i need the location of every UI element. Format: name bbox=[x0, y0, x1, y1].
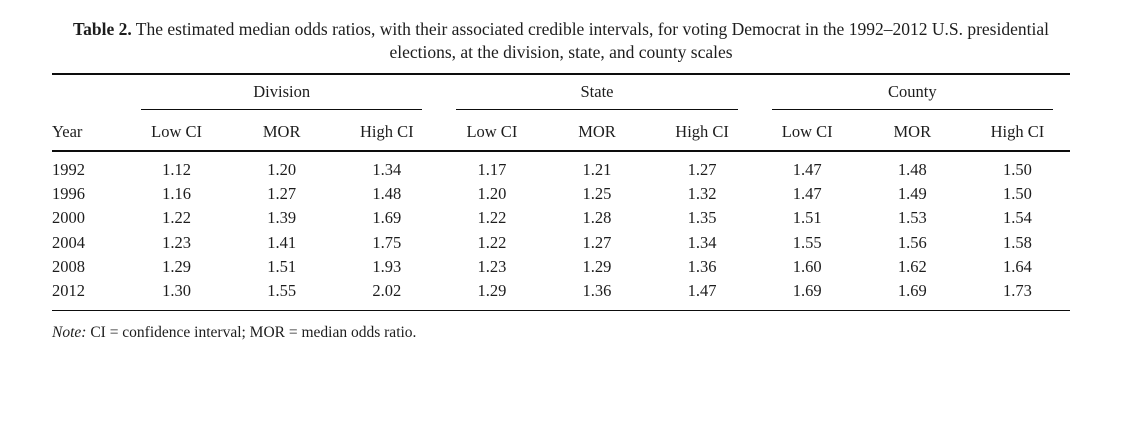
cell: 1.60 bbox=[792, 256, 822, 276]
cell: 1.50 bbox=[1003, 160, 1032, 180]
col-header-division-low-ci: Low CI bbox=[124, 111, 230, 153]
cell: 1.55 bbox=[267, 280, 297, 300]
cell: 1.50 bbox=[1003, 184, 1032, 204]
col-header-division-mor: MOR bbox=[229, 111, 335, 153]
group-header-county: County bbox=[755, 74, 1070, 111]
cell: 1.23 bbox=[162, 232, 191, 252]
col-header-county-high-ci: High CI bbox=[964, 111, 1070, 153]
cell: 1.69 bbox=[897, 280, 927, 300]
cell: 1.93 bbox=[372, 256, 402, 276]
table-note-text: CI = confidence interval; MOR = median o… bbox=[90, 323, 417, 341]
cell: 1.48 bbox=[372, 184, 402, 204]
cell: 1.48 bbox=[897, 160, 927, 180]
cell: 1.17 bbox=[477, 160, 507, 180]
cell: 1.34 bbox=[687, 232, 717, 252]
cell: 1.32 bbox=[687, 184, 717, 204]
cell: 1.54 bbox=[1003, 208, 1032, 228]
cell: 1.25 bbox=[582, 184, 612, 204]
cell: 1.22 bbox=[162, 208, 191, 228]
cell: 1.12 bbox=[162, 160, 191, 180]
cell: 1.29 bbox=[477, 280, 507, 300]
cell-year: 1996 bbox=[52, 184, 85, 204]
cell: 1.36 bbox=[582, 280, 612, 300]
cell: 1.29 bbox=[582, 256, 612, 276]
table-row: 2004 1.23 1.41 1.75 1.22 1.27 1.34 1.55 … bbox=[52, 230, 1070, 254]
cell: 1.23 bbox=[477, 256, 507, 276]
col-header-county-mor: MOR bbox=[859, 111, 965, 153]
col-header-state-mor: MOR bbox=[544, 111, 650, 153]
table-caption-label: Table 2. bbox=[73, 19, 132, 39]
cell: 1.22 bbox=[477, 232, 507, 252]
table-row: 1992 1.12 1.20 1.34 1.17 1.21 1.27 1.47 … bbox=[52, 151, 1070, 182]
cell-year: 1992 bbox=[52, 160, 85, 180]
cell: 1.69 bbox=[372, 208, 402, 228]
table-note-label: Note: bbox=[52, 323, 87, 341]
cell: 1.75 bbox=[372, 232, 402, 252]
cell: 1.56 bbox=[897, 232, 927, 252]
cell: 1.62 bbox=[897, 256, 927, 276]
cell-year: 2000 bbox=[52, 208, 85, 228]
cell: 1.34 bbox=[372, 160, 402, 180]
cell: 1.64 bbox=[1003, 256, 1032, 276]
cell: 1.27 bbox=[267, 184, 297, 204]
cell-year: 2012 bbox=[52, 280, 85, 300]
group-header-state: State bbox=[439, 74, 754, 111]
cell: 1.36 bbox=[687, 256, 717, 276]
cell: 1.28 bbox=[582, 208, 612, 228]
group-header-division: Division bbox=[124, 74, 439, 111]
col-header-state-high-ci: High CI bbox=[649, 111, 755, 153]
cell: 1.51 bbox=[267, 256, 297, 276]
table-note: Note: CI = confidence interval; MOR = me… bbox=[52, 324, 1142, 342]
column-header-row: Year Low CI MOR High CI Low CI MOR High … bbox=[52, 111, 1070, 153]
cell: 1.47 bbox=[687, 280, 717, 300]
cell: 1.51 bbox=[792, 208, 822, 228]
cell: 1.35 bbox=[687, 208, 717, 228]
cell: 1.73 bbox=[1003, 280, 1032, 300]
cell: 1.47 bbox=[792, 184, 822, 204]
cell: 1.29 bbox=[162, 256, 191, 276]
cell: 1.20 bbox=[477, 184, 507, 204]
cell: 1.27 bbox=[687, 160, 717, 180]
cell: 1.55 bbox=[792, 232, 822, 252]
cell: 1.30 bbox=[162, 280, 191, 300]
cell: 1.47 bbox=[792, 160, 822, 180]
group-header-row: Division State County bbox=[52, 74, 1070, 111]
group-header-spacer bbox=[52, 74, 124, 111]
cell: 2.02 bbox=[372, 280, 402, 300]
group-header-state-label: State bbox=[456, 82, 738, 111]
cell: 1.41 bbox=[267, 232, 297, 252]
cell: 1.39 bbox=[267, 208, 297, 228]
table-row: 1996 1.16 1.27 1.48 1.20 1.25 1.32 1.47 … bbox=[52, 182, 1070, 206]
col-header-year: Year bbox=[52, 111, 124, 153]
table-row: 2000 1.22 1.39 1.69 1.22 1.28 1.35 1.51 … bbox=[52, 206, 1070, 230]
group-header-county-label: County bbox=[771, 82, 1053, 111]
cell: 1.20 bbox=[267, 160, 297, 180]
results-table: Division State County Year Low CI MOR Hi… bbox=[52, 73, 1070, 311]
col-header-state-low-ci: Low CI bbox=[439, 111, 545, 153]
table-row: 2012 1.30 1.55 2.02 1.29 1.36 1.47 1.69 … bbox=[52, 278, 1070, 310]
cell: 1.21 bbox=[582, 160, 612, 180]
cell: 1.58 bbox=[1003, 232, 1032, 252]
col-header-division-high-ci: High CI bbox=[334, 111, 440, 153]
cell-year: 2004 bbox=[52, 232, 85, 252]
cell: 1.27 bbox=[582, 232, 612, 252]
col-header-county-low-ci: Low CI bbox=[754, 111, 860, 153]
cell-year: 2008 bbox=[52, 256, 85, 276]
table-row: 2008 1.29 1.51 1.93 1.23 1.29 1.36 1.60 … bbox=[52, 254, 1070, 278]
cell: 1.22 bbox=[477, 208, 507, 228]
cell: 1.16 bbox=[162, 184, 191, 204]
table-caption-text: The estimated median odds ratios, with t… bbox=[135, 19, 1049, 63]
group-header-division-label: Division bbox=[141, 82, 423, 111]
table-caption: Table 2. The estimated median odds ratio… bbox=[52, 18, 1070, 64]
cell: 1.53 bbox=[897, 208, 927, 228]
cell: 1.69 bbox=[792, 280, 822, 300]
cell: 1.49 bbox=[897, 184, 927, 204]
